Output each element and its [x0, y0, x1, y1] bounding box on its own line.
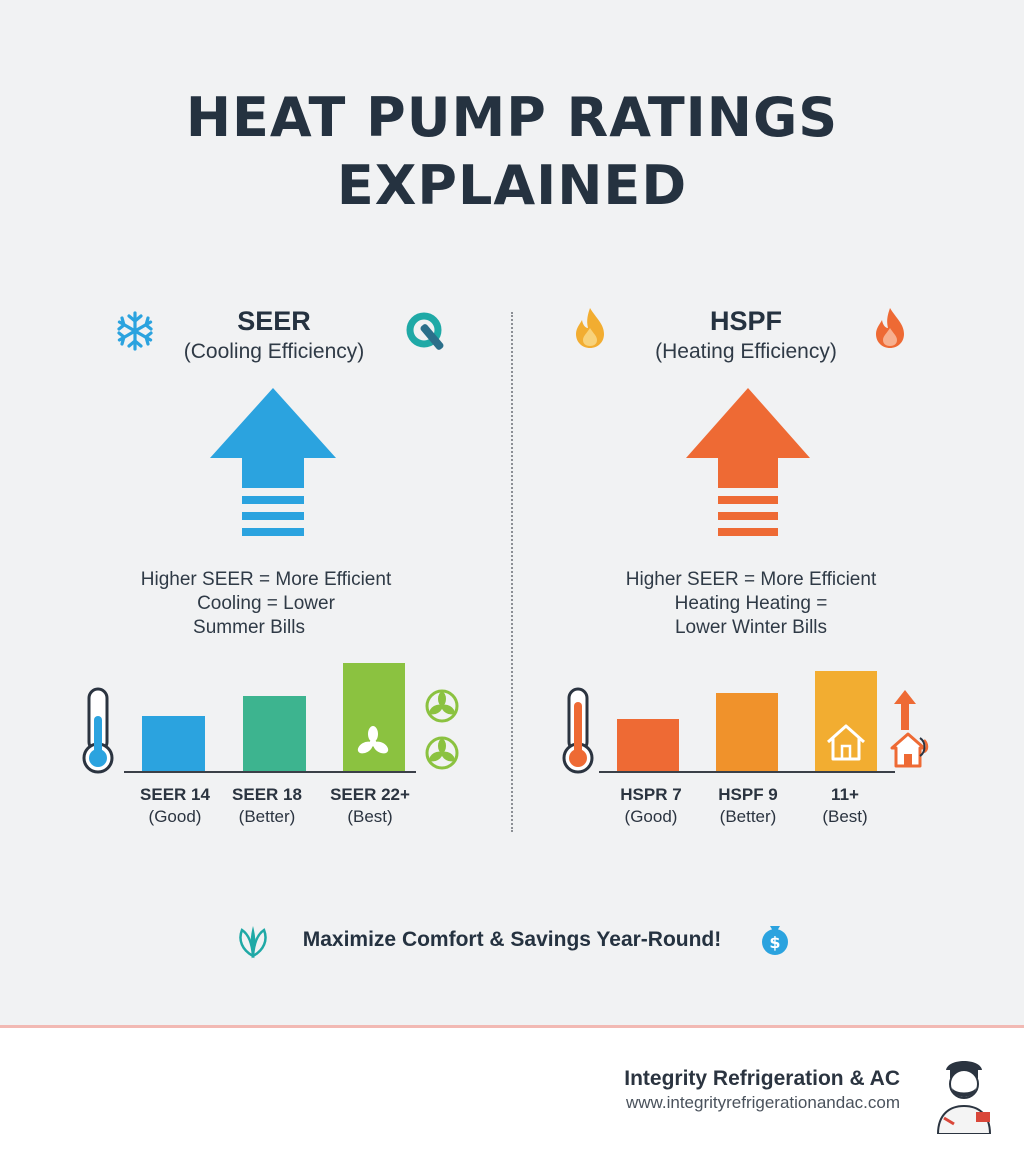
arrow-up-icon: [894, 690, 916, 730]
hspf-baseline: [599, 771, 895, 773]
hspf-level-name: 11+: [831, 785, 859, 804]
seer-level-name: SEER 22+: [330, 785, 410, 804]
seer-subtitle: (Cooling Efficiency): [183, 340, 365, 363]
seer-heading: SEER (Cooling Efficiency): [124, 304, 424, 366]
seer-desc-line-2: Cooling = Lower: [197, 593, 335, 614]
money-bag-icon: $: [762, 926, 788, 955]
hspf-level-rank: (Good): [624, 807, 678, 826]
company-name: Integrity Refrigeration & AC: [624, 1067, 900, 1090]
hspf-7-bar: [617, 719, 679, 772]
footer-divider: [0, 1025, 1024, 1028]
tagline: Maximize Comfort & Savings Year-Round!: [302, 928, 722, 951]
fan-icon: [357, 726, 389, 754]
seer-description: Higher SEER = More Efficient Cooling = L…: [106, 568, 426, 640]
hspf-level-rank: (Best): [822, 807, 868, 826]
seer-level-rank: (Good): [148, 807, 202, 826]
seer-level-rank: (Best): [347, 807, 393, 826]
title-line-2: EXPLAINED: [336, 154, 688, 217]
seer-up-arrow-icon: [210, 388, 336, 536]
thermometer-hot-icon: [562, 687, 594, 774]
seer-level-label: SEER 18 (Better): [212, 784, 322, 828]
company-url[interactable]: www.integrityrefrigerationandac.com: [625, 1093, 900, 1112]
flame-icon: [876, 308, 904, 348]
seer-desc-line-3: Summer Bills: [193, 617, 305, 638]
seer-level-label: SEER 22+ (Best): [315, 784, 425, 828]
fan-badge-icon: [425, 689, 459, 723]
hspf-subtitle: (Heating Efficiency): [655, 340, 837, 363]
hspf-level-rank: (Better): [719, 807, 777, 826]
hspf-name: HSPF: [709, 306, 782, 336]
hspf-level-label: 11+ (Best): [790, 784, 900, 828]
center-divider: [511, 312, 513, 832]
svg-text:$: $: [769, 933, 780, 952]
heated-house-icon: [890, 732, 929, 768]
snowflake-icon: [117, 311, 153, 351]
flame-icon: [576, 308, 604, 348]
seer-desc-line-1: Higher SEER = More Efficient: [140, 569, 392, 590]
seer-name: SEER: [237, 306, 311, 336]
hspf-up-arrow-icon: [686, 388, 810, 536]
seer-18-bar: [243, 696, 306, 772]
hspf-level-label: HSPF 9 (Better): [693, 784, 803, 828]
leaf-icon: [239, 926, 267, 959]
title-line-1: HEAT PUMP RATINGS: [185, 86, 839, 149]
seer-level-name: SEER 18: [232, 785, 302, 804]
house-icon: [827, 724, 865, 761]
hspf-level-name: HSPF 9: [718, 785, 778, 804]
hspf-description: Higher SEER = More Efficient Heating Hea…: [591, 568, 911, 640]
hspf-11-bar: [815, 671, 877, 772]
seer-level-rank: (Better): [238, 807, 296, 826]
seer-level-name: SEER 14: [140, 785, 210, 804]
hspf-level-label: HSPR 7 (Good): [596, 784, 706, 828]
thermometer-cold-icon: [82, 687, 114, 774]
seer-level-label: SEER 14 (Good): [120, 784, 230, 828]
hspf-desc-line-2: Heating Heating =: [674, 593, 828, 614]
wrench-gauge-icon: [406, 312, 444, 350]
seer-22-bar: [343, 663, 405, 772]
technician-mascot-icon: [936, 1061, 992, 1134]
fan-badge-icon: [425, 736, 459, 770]
seer-14-bar: [142, 716, 205, 772]
seer-baseline: [124, 771, 416, 773]
hspf-desc-line-1: Higher SEER = More Efficient: [625, 569, 877, 590]
hspf-heading: HSPF (Heating Efficiency): [596, 304, 896, 366]
hspf-desc-line-3: Lower Winter Bills: [674, 617, 828, 638]
company-info: Integrity Refrigeration & AC www.integri…: [624, 1066, 900, 1114]
hspf-9-bar: [716, 693, 778, 772]
hspf-level-name: HSPR 7: [620, 785, 682, 804]
